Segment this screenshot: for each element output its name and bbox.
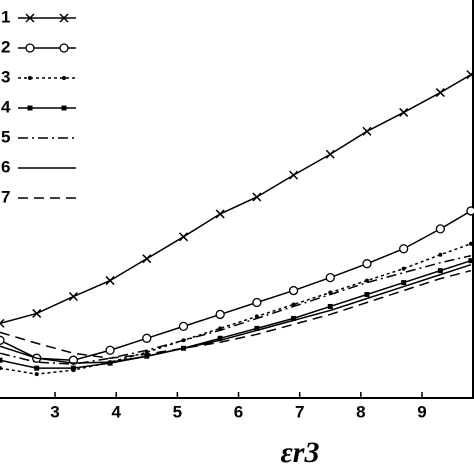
line	[0, 73, 472, 325]
marker	[437, 268, 443, 274]
line	[0, 210, 472, 361]
marker	[144, 350, 149, 355]
legend-marker	[61, 105, 67, 111]
legend-label: 6	[1, 157, 10, 176]
marker	[327, 303, 333, 309]
x-tick-label: 5	[173, 402, 182, 421]
marker	[468, 258, 474, 264]
marker	[288, 285, 299, 296]
marker	[362, 126, 372, 136]
x-tick-label: 6	[234, 402, 243, 421]
marker	[0, 335, 5, 345]
marker	[215, 209, 225, 219]
x-tick-label: 9	[417, 402, 426, 421]
marker	[178, 321, 189, 332]
legend-label: 4	[1, 97, 11, 116]
marker	[289, 170, 299, 180]
marker	[105, 345, 115, 355]
marker	[466, 206, 474, 216]
marker	[32, 308, 42, 318]
marker	[68, 291, 78, 302]
legend-label: 1	[1, 7, 10, 26]
line	[0, 269, 472, 359]
marker	[401, 280, 407, 286]
marker	[401, 266, 406, 271]
x-tick-label: 8	[356, 402, 365, 421]
legend-marker	[62, 76, 66, 80]
marker	[325, 149, 335, 159]
marker	[435, 224, 446, 234]
marker	[142, 333, 152, 343]
marker	[105, 276, 115, 286]
legend-label: 5	[1, 127, 10, 146]
marker	[142, 254, 152, 264]
marker	[364, 292, 370, 298]
marker	[107, 360, 113, 366]
marker	[468, 241, 473, 246]
legend-marker	[25, 13, 35, 23]
x-tick-label: 3	[50, 402, 59, 421]
marker	[325, 272, 335, 283]
marker	[252, 192, 262, 202]
legend-marker	[59, 13, 69, 23]
marker	[438, 252, 443, 257]
marker	[178, 232, 189, 242]
marker	[217, 335, 223, 341]
legend-marker	[59, 43, 69, 53]
legend-marker	[27, 105, 33, 111]
x-tick-label: 4	[111, 402, 121, 421]
marker	[362, 259, 372, 269]
marker	[0, 366, 2, 371]
legend-label: 3	[1, 67, 10, 86]
legend-label: 7	[1, 187, 10, 206]
line	[0, 243, 472, 375]
line	[0, 259, 472, 369]
marker	[34, 365, 40, 371]
legend-marker	[28, 76, 32, 80]
marker	[252, 297, 262, 308]
marker	[215, 309, 225, 320]
marker	[254, 325, 260, 331]
marker	[0, 318, 5, 328]
legend-label: 2	[1, 37, 10, 56]
marker	[34, 372, 39, 377]
marker	[70, 365, 76, 371]
marker	[0, 357, 3, 363]
x-tick-label: 7	[295, 402, 304, 421]
legend-marker	[25, 43, 35, 53]
line	[0, 263, 472, 364]
marker	[291, 315, 297, 321]
marker	[399, 244, 409, 254]
marker	[435, 88, 445, 98]
x-axis-label: εr3	[281, 436, 320, 469]
marker	[399, 107, 409, 117]
